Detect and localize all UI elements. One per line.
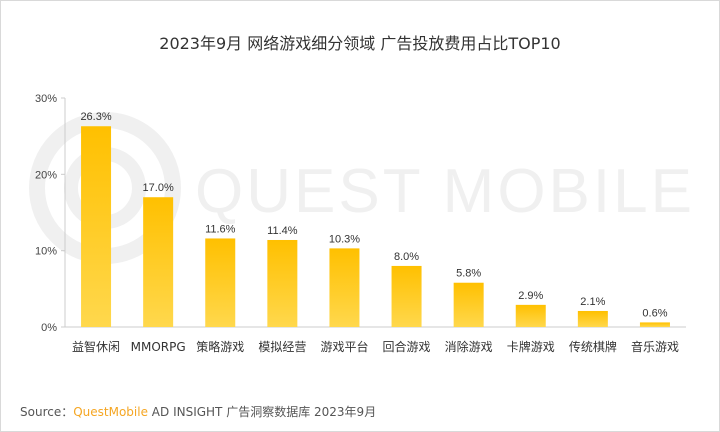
x-tick-label: 卡牌游戏 xyxy=(507,340,555,354)
data-label: 2.9% xyxy=(518,290,543,302)
x-tick-label: 音乐游戏 xyxy=(631,339,679,354)
data-label: 2.1% xyxy=(580,296,605,308)
x-tick-label: 策略游戏 xyxy=(196,339,244,354)
data-label: 0.6% xyxy=(642,307,667,319)
bar xyxy=(391,265,422,327)
data-label: 11.4% xyxy=(267,225,298,237)
x-tick-label: 益智休闲 xyxy=(72,339,120,354)
data-label: 26.3% xyxy=(80,111,111,123)
x-tick-label: 传统棋牌 xyxy=(569,339,617,354)
y-tick-label: 30% xyxy=(35,93,57,105)
x-tick-label: 游戏平台 xyxy=(320,339,368,354)
x-tick-label: MMORPG xyxy=(131,340,186,354)
bar xyxy=(143,197,174,327)
source-prefix: Source： xyxy=(20,405,74,419)
chart-title: 2023年9月 网络游戏细分领域 广告投放费用占比TOP10 xyxy=(159,34,561,53)
bar xyxy=(515,304,546,327)
source-note: Source：QuestMobile AD INSIGHT 广告洞察数据库 20… xyxy=(20,403,376,420)
bar xyxy=(267,239,298,327)
data-label: 8.0% xyxy=(394,251,419,263)
y-tick-label: 20% xyxy=(35,169,57,181)
y-tick-label: 0% xyxy=(41,322,57,334)
data-label: 17.0% xyxy=(143,182,174,194)
data-label: 5.8% xyxy=(456,268,481,280)
data-label: 10.3% xyxy=(329,233,360,245)
x-tick-label: 模拟经营 xyxy=(258,340,306,354)
bar xyxy=(329,248,360,327)
y-tick-label: 10% xyxy=(35,246,57,258)
bar xyxy=(453,282,484,327)
source-brand: QuestMobile xyxy=(73,405,148,419)
x-tick-label: 消除游戏 xyxy=(445,339,493,354)
x-tick-label: 回合游戏 xyxy=(383,339,431,354)
bar xyxy=(577,310,608,327)
bar xyxy=(81,126,112,327)
bar xyxy=(639,322,670,327)
bar xyxy=(205,238,236,327)
data-label: 11.6% xyxy=(205,223,236,235)
source-rest: AD INSIGHT 广告洞察数据库 2023年9月 xyxy=(147,405,377,419)
